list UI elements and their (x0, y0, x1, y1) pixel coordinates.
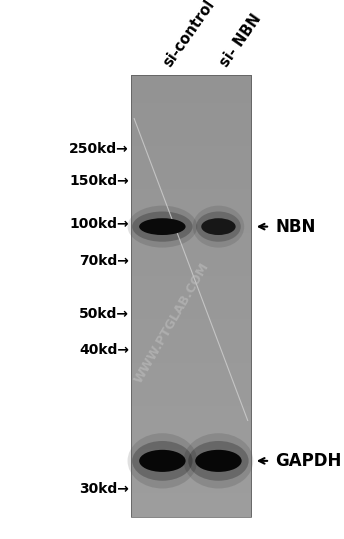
Text: GAPDH: GAPDH (275, 452, 342, 470)
Ellipse shape (128, 433, 197, 488)
Ellipse shape (128, 205, 197, 247)
Text: si-control: si-control (161, 0, 218, 70)
Ellipse shape (139, 450, 186, 472)
Ellipse shape (132, 211, 193, 241)
Text: si- NBN: si- NBN (217, 12, 264, 70)
Text: 250kd→: 250kd→ (69, 142, 129, 156)
Text: 40kd→: 40kd→ (79, 343, 129, 357)
Text: 30kd→: 30kd→ (79, 482, 129, 496)
Ellipse shape (196, 211, 241, 241)
Ellipse shape (201, 218, 236, 235)
Text: 150kd→: 150kd→ (69, 174, 129, 188)
Text: 100kd→: 100kd→ (69, 217, 129, 231)
Ellipse shape (184, 433, 253, 488)
Text: 50kd→: 50kd→ (79, 307, 129, 321)
Ellipse shape (132, 441, 193, 481)
Ellipse shape (188, 441, 249, 481)
Ellipse shape (193, 205, 244, 247)
Text: NBN: NBN (275, 218, 315, 236)
Ellipse shape (195, 450, 241, 472)
Bar (131, 75, 251, 517)
Ellipse shape (139, 218, 186, 235)
Text: 70kd→: 70kd→ (79, 254, 129, 268)
Text: WWW.PTGLAB.COM: WWW.PTGLAB.COM (132, 261, 212, 386)
